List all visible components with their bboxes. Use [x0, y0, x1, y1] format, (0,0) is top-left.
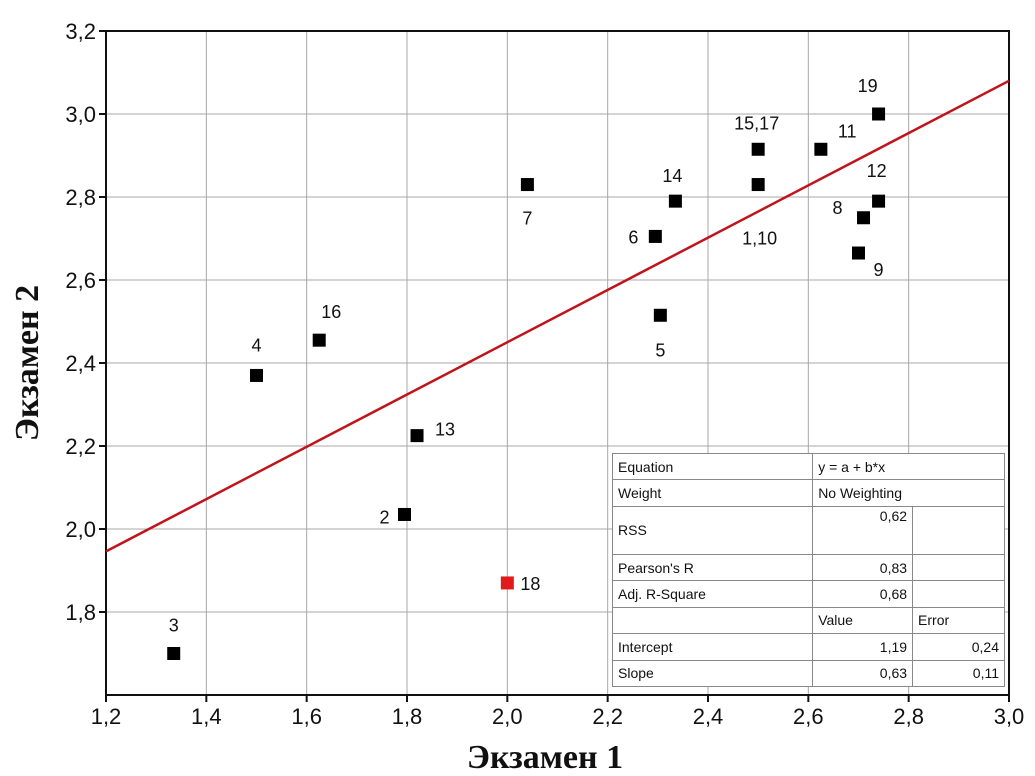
data-point-label: 1,10 [742, 229, 777, 249]
data-point-label: 14 [662, 166, 682, 186]
data-point-label: 12 [867, 161, 887, 181]
slope-value: 0,63 [812, 659, 914, 688]
y-tick-label: 2,2 [65, 434, 96, 459]
table-row: RSS 0,62 [611, 505, 1005, 555]
table-row: Value Error [611, 606, 1005, 635]
data-point-label: 13 [435, 420, 455, 440]
data-point-label: 16 [321, 302, 341, 322]
data-point-marker [751, 142, 765, 156]
data-point-marker [520, 178, 534, 192]
data-point-marker [872, 194, 886, 208]
intercept-error: 0,24 [912, 633, 1005, 661]
data-point-label: 19 [858, 76, 878, 96]
y-tick-label: 2,8 [65, 185, 96, 210]
equation-label: Equation [611, 452, 814, 481]
data-point-marker [852, 246, 865, 260]
rss-value: 0,62 [812, 505, 914, 555]
x-tick-label: 1,4 [191, 704, 222, 729]
x-tick-label: 3,0 [994, 704, 1025, 729]
x-tick-label: 1,8 [392, 704, 423, 729]
data-point-marker [648, 229, 662, 243]
data-point-marker [872, 107, 886, 121]
intercept-label: Intercept [611, 633, 814, 661]
pearson-label: Pearson's R [611, 553, 814, 582]
data-point-label: 5 [655, 340, 665, 360]
data-point-marker [250, 368, 263, 382]
y-axis-ticks: 1,8 2,0 2,2 2,4 2,6 2,8 3,0 3,2 [65, 19, 106, 625]
empty-cell [912, 553, 1005, 582]
empty-cell [611, 606, 814, 635]
table-row: Weight No Weighting [611, 479, 1005, 507]
regression-line [105, 79, 1010, 553]
x-tick-label: 2,6 [793, 704, 824, 729]
x-axis-title: Экзамен 1 [467, 739, 623, 776]
x-tick-label: 1,2 [91, 704, 122, 729]
data-point-label: 9 [874, 260, 884, 280]
pearson-value: 0,83 [812, 553, 914, 582]
data-point-marker [312, 333, 326, 347]
rss-label: RSS [611, 505, 814, 555]
y-tick-label: 3,0 [65, 102, 96, 127]
data-point-label: 11 [838, 121, 857, 141]
data-point-marker [668, 194, 682, 208]
data-point-marker [167, 647, 181, 660]
data-point-label: 4 [251, 335, 261, 355]
grid-lines [106, 31, 1009, 695]
data-point-label: 3 [169, 616, 179, 636]
data-point-label: 18 [520, 574, 540, 594]
x-tick-label: 2,4 [693, 704, 724, 729]
intercept-value: 1,19 [812, 633, 914, 661]
empty-cell [912, 505, 1005, 555]
data-point-label: 8 [833, 198, 843, 218]
data-points: 3 4 16 2 13 18 7 6 5 14 15,17 1,10 11 9 8 12 19 [167, 76, 887, 660]
x-axis-ticks: 1,2 1,4 1,6 1,8 2,0 2,2 2,4 2,6 2,8 3,0 [91, 695, 1025, 729]
data-point-label: 15,17 [734, 113, 779, 133]
data-point-label: 2 [379, 507, 389, 527]
weight-label: Weight [611, 479, 814, 507]
x-tick-label: 2,8 [893, 704, 924, 729]
data-point-marker [500, 576, 514, 590]
error-header: Error [912, 606, 1005, 635]
y-tick-label: 3,2 [65, 19, 96, 44]
table-row: Pearson's R 0,83 [611, 553, 1005, 582]
regression-stats-table: Equation y = a + b*x Weight No Weighting… [611, 452, 1005, 688]
adjr-value: 0,68 [812, 580, 914, 608]
slope-error: 0,11 [912, 659, 1005, 688]
value-header: Value [812, 606, 914, 635]
x-tick-label: 2,0 [492, 704, 523, 729]
table-row: Equation y = a + b*x [611, 452, 1005, 481]
x-tick-label: 1,6 [291, 704, 322, 729]
empty-cell [912, 580, 1005, 608]
x-tick-label: 2,2 [592, 704, 623, 729]
equation-value: y = a + b*x [812, 452, 1005, 481]
slope-label: Slope [611, 659, 814, 688]
data-point-marker [397, 507, 411, 521]
y-tick-label: 2,6 [65, 268, 96, 293]
data-point-marker [857, 211, 871, 225]
data-point-marker [814, 142, 828, 156]
data-point-marker [653, 308, 667, 322]
table-row: Adj. R-Square 0,68 [611, 580, 1005, 608]
y-tick-label: 2,0 [65, 517, 96, 542]
y-tick-label: 2,4 [65, 351, 96, 376]
adjr-label: Adj. R-Square [611, 580, 814, 608]
y-axis-title: Экзамен 2 [9, 285, 46, 441]
data-point-label: 6 [628, 227, 638, 247]
data-point-label: 7 [522, 209, 532, 229]
y-tick-label: 1,8 [65, 600, 96, 625]
table-row: Slope 0,63 0,11 [611, 659, 1005, 688]
table-row: Intercept 1,19 0,24 [611, 633, 1005, 661]
weight-value: No Weighting [812, 479, 1005, 507]
data-point-marker [410, 429, 424, 443]
data-point-marker [751, 178, 765, 192]
